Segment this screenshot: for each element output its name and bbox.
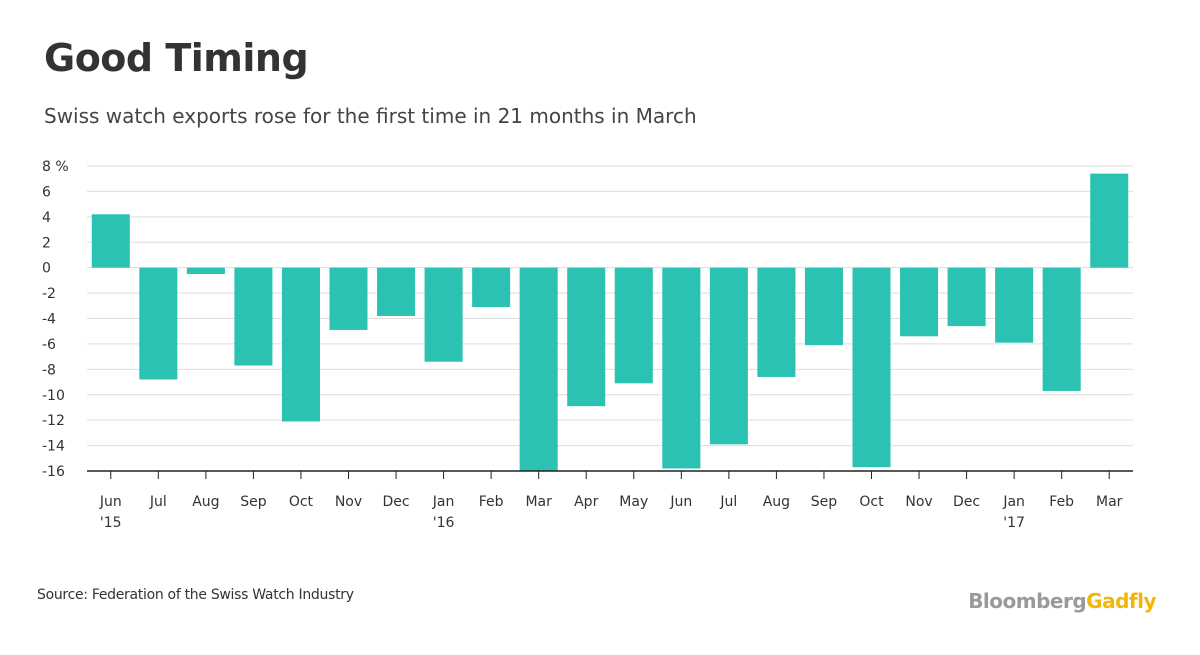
x-tick-label: Dec bbox=[382, 494, 409, 510]
x-year-label: '16 bbox=[433, 515, 455, 531]
y-tick-label: -10 bbox=[42, 388, 65, 404]
bar bbox=[757, 267, 796, 377]
y-tick-label: -2 bbox=[42, 286, 56, 302]
bar bbox=[709, 267, 748, 445]
bar bbox=[139, 267, 178, 380]
y-tick-label: -14 bbox=[42, 439, 65, 455]
x-tick-label: Dec bbox=[953, 494, 980, 510]
y-tick-label: -6 bbox=[42, 337, 56, 353]
bar bbox=[281, 267, 320, 422]
y-tick-label: 0 bbox=[42, 261, 51, 277]
brand-logo: BloombergGadfly bbox=[968, 589, 1156, 613]
bar bbox=[91, 214, 130, 268]
x-tick-label: Jun bbox=[669, 494, 692, 510]
x-tick-label: Oct bbox=[289, 494, 314, 510]
x-tick-label: Jan bbox=[432, 494, 455, 510]
x-tick-label: Aug bbox=[763, 494, 790, 510]
bar bbox=[567, 267, 606, 407]
x-year-label: '17 bbox=[1003, 515, 1025, 531]
bar bbox=[852, 267, 891, 468]
x-tick-label: Jul bbox=[149, 494, 167, 510]
bar bbox=[424, 267, 463, 362]
bar-chart: 8 % 6 4 2 0 -2 -4 -6 -8 -10 -12 -14 -16 Jun '15 Jul Aug S… bbox=[42, 159, 1133, 531]
y-tick-label: 6 bbox=[42, 184, 51, 200]
bar bbox=[804, 267, 843, 346]
x-tick-label: Mar bbox=[1096, 494, 1123, 510]
y-tick-label: 2 bbox=[42, 235, 51, 251]
brand-logo-part1: Bloomberg bbox=[968, 589, 1087, 613]
bar bbox=[947, 267, 986, 327]
chart-subtitle: Swiss watch exports rose for the first t… bbox=[44, 104, 697, 128]
x-tick-label: Nov bbox=[335, 494, 362, 510]
x-tick-label: Nov bbox=[905, 494, 932, 510]
x-tick-label: Sep bbox=[240, 494, 267, 510]
x-tick-label: Apr bbox=[574, 494, 598, 510]
x-tick-label: May bbox=[619, 494, 648, 510]
bar bbox=[329, 267, 368, 330]
y-tick-label: 8 % bbox=[42, 159, 69, 175]
chart-title: Good Timing bbox=[44, 36, 309, 80]
x-tick-label: Mar bbox=[525, 494, 552, 510]
brand-logo-part2: Gadfly bbox=[1086, 589, 1156, 613]
bar bbox=[234, 267, 273, 366]
bar bbox=[1042, 267, 1081, 391]
bar bbox=[519, 267, 558, 471]
x-tick-label: Jan bbox=[1002, 494, 1025, 510]
bar bbox=[472, 267, 511, 308]
y-tick-label: 4 bbox=[42, 210, 51, 226]
x-tick-label: Feb bbox=[1049, 494, 1074, 510]
x-tick-label: Sep bbox=[811, 494, 838, 510]
bar bbox=[186, 267, 225, 275]
x-tick-label: Feb bbox=[479, 494, 504, 510]
bar bbox=[900, 267, 939, 337]
bar bbox=[377, 267, 416, 316]
y-tick-label: -8 bbox=[42, 362, 56, 378]
bar bbox=[1090, 173, 1129, 268]
y-tick-label: -16 bbox=[42, 464, 65, 480]
x-year-label: '15 bbox=[100, 515, 122, 531]
source-note: Source: Federation of the Swiss Watch In… bbox=[37, 587, 354, 603]
bar bbox=[614, 267, 653, 384]
bar bbox=[662, 267, 701, 469]
y-tick-label: -4 bbox=[42, 312, 56, 328]
x-tick-label: Jul bbox=[719, 494, 737, 510]
y-tick-label: -12 bbox=[42, 413, 65, 429]
bar bbox=[995, 267, 1034, 343]
x-tick-label: Jun bbox=[99, 494, 122, 510]
x-tick-label: Aug bbox=[192, 494, 219, 510]
x-tick-label: Oct bbox=[859, 494, 884, 510]
